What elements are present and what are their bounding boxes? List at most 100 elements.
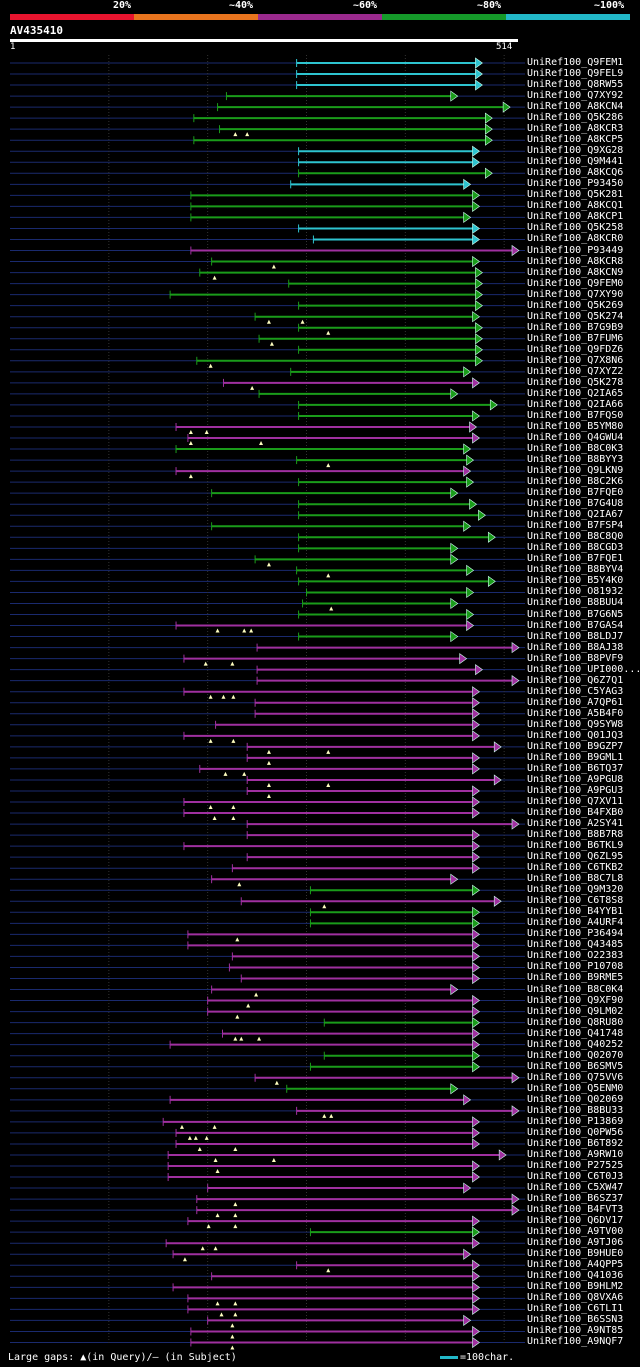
- hit-label[interactable]: UniRef100_B8BYY3: [527, 454, 624, 466]
- hit-label[interactable]: UniRef100_A8KCQ6: [527, 167, 624, 179]
- hit-label[interactable]: UniRef100_Q7XY92: [527, 90, 624, 102]
- hit-label[interactable]: UniRef100_A8KCR8: [527, 255, 624, 267]
- hit-label[interactable]: UniRef100_B9GML1: [527, 751, 624, 763]
- hit-label[interactable]: UniRef100_Q7XYZ2: [527, 365, 624, 377]
- hit-label[interactable]: UniRef100_Q9M320: [527, 884, 624, 896]
- hit-label[interactable]: UniRef100_B6T892: [527, 1137, 624, 1149]
- hit-label[interactable]: UniRef100_Q6Z7Q1: [527, 674, 624, 686]
- hit-label[interactable]: UniRef100_Q6ZL95: [527, 851, 624, 863]
- hit-label[interactable]: UniRef100_B8C0K3: [527, 443, 624, 455]
- hit-label[interactable]: UniRef100_B8AJ38: [527, 641, 624, 653]
- hit-label[interactable]: UniRef100_Q5K274: [527, 310, 624, 322]
- hit-label[interactable]: UniRef100_B8C7L8: [527, 873, 624, 885]
- hit-label[interactable]: UniRef100_A8KCN4: [527, 101, 624, 113]
- hit-label[interactable]: UniRef100_O22383: [527, 950, 624, 962]
- hit-label[interactable]: UniRef100_A8KCP1: [527, 211, 624, 223]
- hit-label[interactable]: UniRef100_Q5K278: [527, 376, 624, 388]
- hit-label[interactable]: UniRef100_B8CGD3: [527, 542, 624, 554]
- hit-label[interactable]: UniRef100_C5YAG3: [527, 685, 624, 697]
- hit-label[interactable]: UniRef100_B6TKL9: [527, 840, 624, 852]
- hit-label[interactable]: UniRef100_Q2IA65: [527, 387, 624, 399]
- hit-label[interactable]: UniRef100_B7FUM6: [527, 332, 624, 344]
- hit-label[interactable]: UniRef100_P93449: [527, 244, 624, 256]
- hit-label[interactable]: UniRef100_P13869: [527, 1115, 624, 1127]
- hit-label[interactable]: UniRef100_A9RW10: [527, 1148, 624, 1160]
- hit-label[interactable]: UniRef100_B9RME5: [527, 972, 624, 984]
- hit-label[interactable]: UniRef100_B7FQS0: [527, 409, 624, 421]
- hit-label[interactable]: UniRef100_Q01JQ3: [527, 729, 624, 741]
- hit-label[interactable]: UniRef100_Q43485: [527, 939, 624, 951]
- hit-label[interactable]: UniRef100_P10708: [527, 961, 624, 973]
- hit-label[interactable]: UniRef100_B7G4U8: [527, 498, 624, 510]
- hit-label[interactable]: UniRef100_Q2IA66: [527, 398, 624, 410]
- hit-label[interactable]: UniRef100_Q9LM02: [527, 1005, 624, 1017]
- hit-label[interactable]: UniRef100_P93450: [527, 178, 624, 190]
- hit-label[interactable]: UniRef100_B8BYV4: [527, 564, 624, 576]
- hit-label[interactable]: UniRef100_Q8RU80: [527, 1016, 624, 1028]
- hit-label[interactable]: UniRef100_Q9FEL9: [527, 68, 624, 80]
- hit-label[interactable]: UniRef100_B5Y4K0: [527, 575, 624, 587]
- hit-label[interactable]: UniRef100_C6TLI1: [527, 1303, 624, 1315]
- hit-label[interactable]: UniRef100_C6T8S8: [527, 895, 624, 907]
- hit-label[interactable]: UniRef100_A5B4F0: [527, 707, 624, 719]
- hit-label[interactable]: UniRef100_A8KCR0: [527, 233, 624, 245]
- hit-label[interactable]: UniRef100_B8B7R8: [527, 829, 624, 841]
- hit-label[interactable]: UniRef100_B5YM80: [527, 420, 624, 432]
- hit-label[interactable]: UniRef100_A9PGU8: [527, 773, 624, 785]
- hit-label[interactable]: UniRef100_A8KCQ1: [527, 200, 624, 212]
- hit-label[interactable]: UniRef100_Q6DV17: [527, 1215, 624, 1227]
- hit-label[interactable]: UniRef100_A4URF4: [527, 917, 624, 929]
- hit-label[interactable]: UniRef100_A8KCP5: [527, 134, 624, 146]
- hit-label[interactable]: UniRef100_B4YYB1: [527, 906, 624, 918]
- hit-label[interactable]: UniRef100_Q9FEM0: [527, 277, 624, 289]
- hit-label[interactable]: UniRef100_Q9SYW8: [527, 718, 624, 730]
- hit-label[interactable]: UniRef100_A9TJ06: [527, 1237, 624, 1249]
- hit-label[interactable]: UniRef100_A2SY41: [527, 818, 624, 830]
- hit-label[interactable]: UniRef100_A9TV00: [527, 1226, 624, 1238]
- hit-label[interactable]: UniRef100_B8C2K6: [527, 476, 624, 488]
- hit-label[interactable]: UniRef100_Q5K281: [527, 189, 624, 201]
- hit-label[interactable]: UniRef100_Q02070: [527, 1049, 624, 1061]
- hit-label[interactable]: UniRef100_Q41748: [527, 1027, 624, 1039]
- hit-label[interactable]: UniRef100_Q9FEM1: [527, 57, 624, 68]
- hit-label[interactable]: UniRef100_Q9FDZ6: [527, 343, 624, 355]
- hit-label[interactable]: UniRef100_B6SZ37: [527, 1193, 624, 1205]
- hit-label[interactable]: UniRef100_B7FSP4: [527, 520, 624, 532]
- hit-label[interactable]: UniRef100_A8KCR3: [527, 123, 624, 135]
- hit-label[interactable]: UniRef100_Q9LKN9: [527, 465, 624, 477]
- hit-label[interactable]: UniRef100_A9NQF7: [527, 1336, 624, 1348]
- hit-label[interactable]: UniRef100_Q5K286: [527, 112, 624, 124]
- hit-label[interactable]: UniRef100_Q2IA67: [527, 509, 624, 521]
- hit-label[interactable]: UniRef100_Q4GWU4: [527, 432, 624, 444]
- hit-label[interactable]: UniRef100_B6SSN3: [527, 1314, 624, 1326]
- hit-label[interactable]: UniRef100_B8BUU4: [527, 597, 624, 609]
- hit-label[interactable]: UniRef100_A9NT85: [527, 1325, 624, 1337]
- hit-label[interactable]: UniRef100_Q5K258: [527, 222, 624, 234]
- hit-label[interactable]: UniRef100_A9PGU3: [527, 784, 624, 796]
- hit-label[interactable]: UniRef100_Q8RW55: [527, 79, 624, 91]
- hit-label[interactable]: UniRef100_B8PVF9: [527, 652, 624, 664]
- hit-label[interactable]: UniRef100_B9GZP7: [527, 740, 624, 752]
- hit-label[interactable]: UniRef100_Q9XF90: [527, 994, 624, 1006]
- hit-label[interactable]: UniRef100_B7G6N5: [527, 608, 624, 620]
- hit-label[interactable]: UniRef100_B8C8Q0: [527, 531, 624, 543]
- hit-label[interactable]: UniRef100_Q9M441: [527, 156, 624, 168]
- hit-label[interactable]: UniRef100_C6TKB2: [527, 862, 624, 874]
- hit-label[interactable]: UniRef100_B8BU33: [527, 1104, 624, 1116]
- hit-label[interactable]: UniRef100_A4QPP5: [527, 1259, 624, 1271]
- hit-label[interactable]: UniRef100_Q75VV6: [527, 1071, 624, 1083]
- hit-label[interactable]: UniRef100_Q40252: [527, 1038, 624, 1050]
- hit-label[interactable]: UniRef100_B9HUE0: [527, 1248, 624, 1260]
- hit-label[interactable]: UniRef100_Q02069: [527, 1093, 624, 1105]
- hit-label[interactable]: UniRef100_B4FXB0: [527, 807, 624, 819]
- hit-label[interactable]: UniRef100_Q7XV11: [527, 796, 624, 807]
- hit-label[interactable]: UniRef100_Q9XG28: [527, 145, 624, 157]
- hit-label[interactable]: UniRef100_P36494: [527, 928, 624, 940]
- hit-label[interactable]: UniRef100_Q5ENM0: [527, 1082, 624, 1094]
- hit-label[interactable]: UniRef100_Q7X8N6: [527, 354, 624, 366]
- hit-label[interactable]: UniRef100_Q0PW56: [527, 1126, 624, 1138]
- hit-label[interactable]: UniRef100_A8KCN9: [527, 266, 624, 278]
- hit-label[interactable]: UniRef100_C5XW47: [527, 1182, 624, 1194]
- hit-label[interactable]: UniRef100_B7G9B9: [527, 321, 624, 333]
- hit-label[interactable]: UniRef100_B8C0K4: [527, 983, 624, 995]
